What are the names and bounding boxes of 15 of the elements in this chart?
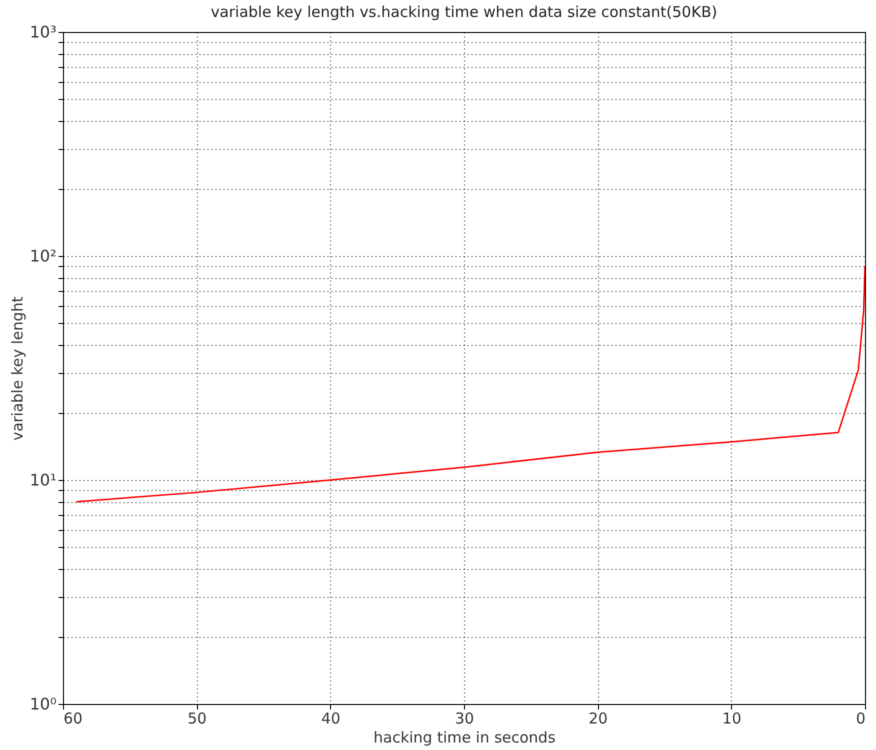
x-tick-label: 50: [188, 710, 207, 728]
y-tick-label: 10¹: [30, 470, 56, 490]
x-tick-label: 60: [64, 710, 83, 728]
x-axis-title: hacking time in seconds: [373, 728, 556, 746]
y-axis-title: variable key lenght: [8, 296, 27, 441]
line-series: [76, 266, 865, 502]
y-tick-label: 10²: [30, 246, 56, 266]
x-tick-label: 30: [454, 710, 474, 728]
x-tick-label: 40: [321, 710, 340, 728]
chart-title: variable key length vs.hacking time when data size constant(50KB): [210, 3, 718, 21]
y-tick-label: 10³: [30, 22, 56, 42]
y-tick-label: 10⁰: [30, 694, 56, 714]
x-tick-label: 20: [588, 710, 608, 728]
x-tick-label: 10: [722, 710, 742, 728]
x-tick-label: 0: [856, 710, 866, 728]
